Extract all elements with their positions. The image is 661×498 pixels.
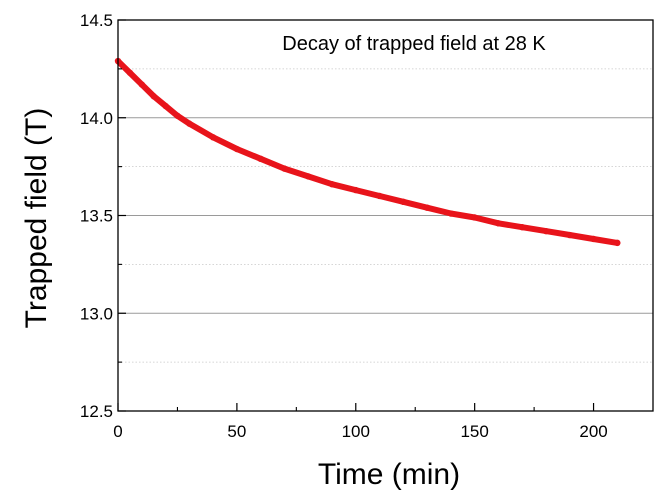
- data-point: [174, 112, 181, 119]
- x-tick-label: 150: [460, 422, 488, 441]
- y-tick-labels: 12.5 13.0 13.5 14.0 14.5: [80, 11, 113, 421]
- y-axis-title: Trapped field (T): [20, 108, 53, 329]
- y-tick-label: 14.5: [80, 11, 113, 30]
- data-point: [423, 204, 431, 211]
- data-point: [495, 220, 502, 227]
- chart-title: Decay of trapped field at 28 K: [282, 33, 546, 55]
- data-point: [150, 93, 157, 100]
- data-point: [590, 235, 597, 243]
- data-point: [519, 224, 526, 231]
- data-point: [352, 186, 359, 194]
- data-point: [126, 69, 134, 76]
- data-point: [162, 102, 169, 110]
- y-tick-label: 12.5: [80, 402, 113, 421]
- data-series: [114, 57, 621, 247]
- x-tick-label: 0: [113, 422, 122, 441]
- x-tick-labels: 0 50 100 150 200: [113, 422, 607, 441]
- data-point: [376, 192, 383, 200]
- data-point: [209, 134, 217, 141]
- data-point: [328, 181, 336, 188]
- data-point: [281, 165, 288, 172]
- axis-ticks: [117, 19, 595, 412]
- y-tick-label: 13.5: [80, 207, 113, 226]
- data-point: [542, 227, 550, 235]
- data-point: [471, 214, 478, 221]
- x-axis-title: Time (min): [318, 458, 460, 491]
- data-point: [305, 173, 312, 180]
- data-point: [186, 120, 193, 127]
- data-point: [566, 231, 573, 239]
- x-tick-label: 100: [342, 422, 370, 441]
- x-tick-label: 50: [227, 422, 246, 441]
- data-point: [614, 239, 621, 247]
- y-tick-label: 13.0: [80, 304, 113, 323]
- y-tick-label: 14.0: [80, 109, 113, 128]
- grid: [118, 68, 653, 363]
- x-tick-label: 200: [579, 422, 607, 441]
- data-point: [233, 145, 241, 153]
- data-point: [400, 198, 407, 206]
- data-point: [447, 210, 455, 217]
- data-point: [257, 155, 264, 163]
- data-point: [138, 81, 145, 88]
